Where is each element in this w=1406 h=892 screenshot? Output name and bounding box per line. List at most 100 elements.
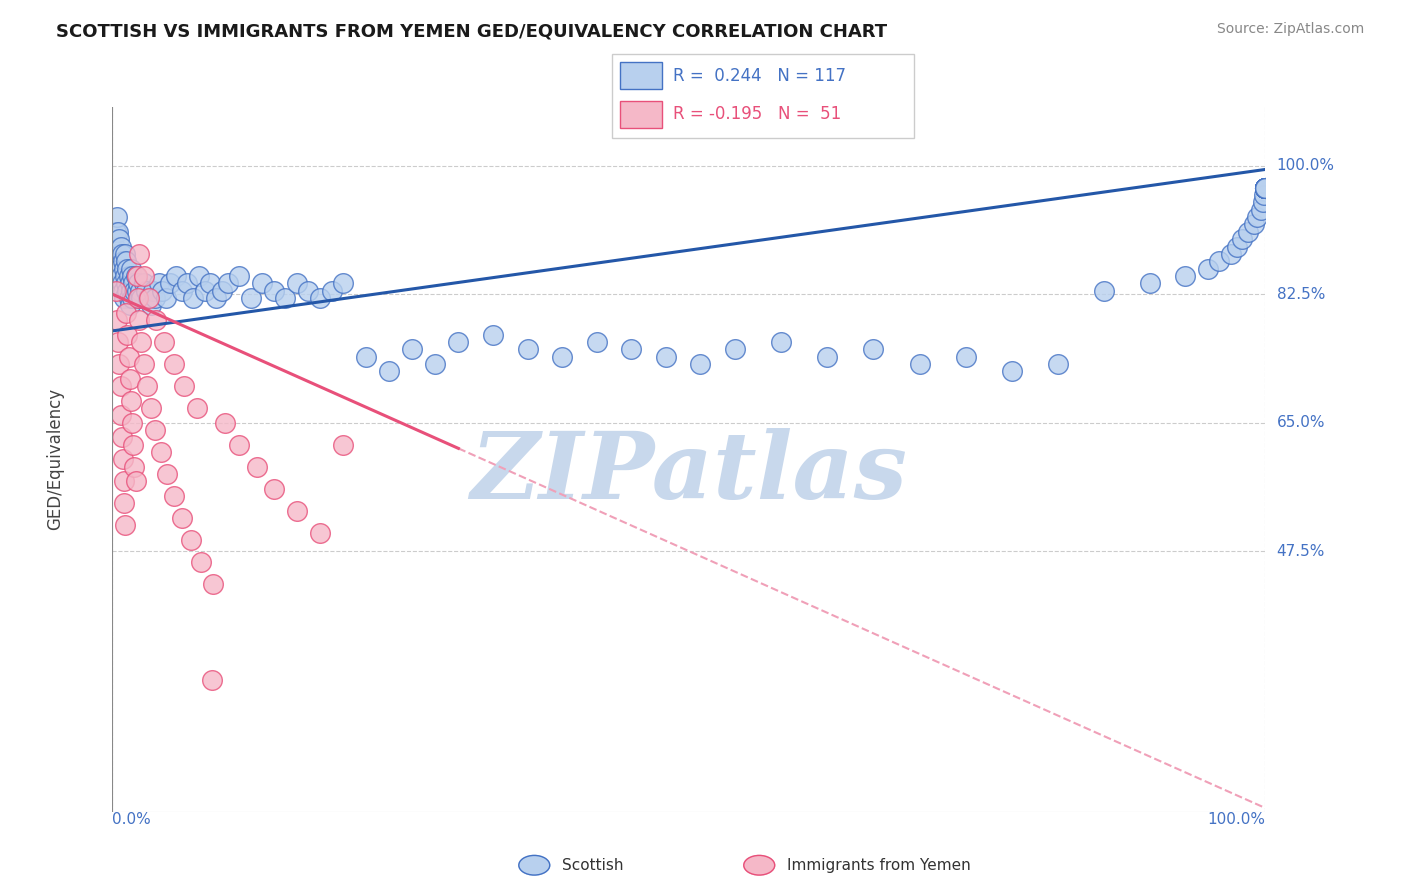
Point (132, 357, 155, 371)
Point (425, 357, 447, 371)
Point (143, 291, 166, 305)
Point (108, 232, 131, 246)
Point (201, 673, 224, 687)
Point (332, 438, 354, 452)
Point (112, 261, 135, 276)
Point (173, 379, 195, 393)
Point (117, 327, 139, 342)
Point (111, 254, 134, 268)
Point (1251, 195, 1274, 210)
Point (211, 284, 233, 298)
Point (1254, 181, 1277, 195)
Point (115, 254, 138, 268)
Point (1232, 232, 1254, 246)
Point (117, 268, 139, 283)
Text: Scottish: Scottish (562, 858, 624, 872)
Point (112, 496, 135, 510)
Point (125, 268, 148, 283)
Point (115, 277, 138, 291)
Point (118, 277, 141, 291)
Point (1254, 181, 1277, 195)
Point (124, 268, 146, 283)
Point (1254, 181, 1277, 195)
Point (132, 268, 155, 283)
Point (181, 291, 204, 305)
Text: 0.0%: 0.0% (112, 812, 152, 827)
Point (1092, 284, 1115, 298)
Point (129, 284, 152, 298)
Point (285, 277, 308, 291)
Point (129, 291, 153, 305)
Point (114, 268, 136, 283)
Point (401, 343, 423, 357)
Point (1226, 239, 1249, 253)
Point (285, 504, 308, 518)
Point (297, 284, 319, 298)
Point (228, 268, 250, 283)
Point (162, 489, 184, 503)
Point (1250, 202, 1272, 217)
Point (1139, 277, 1161, 291)
Point (955, 350, 977, 364)
Point (105, 247, 128, 261)
Point (1254, 181, 1277, 195)
Point (263, 284, 285, 298)
Point (111, 277, 134, 291)
Point (200, 277, 222, 291)
Point (1219, 247, 1241, 261)
Point (135, 284, 157, 298)
Point (107, 225, 129, 239)
Point (1254, 181, 1277, 195)
Text: 82.5%: 82.5% (1277, 286, 1324, 301)
Text: 47.5%: 47.5% (1277, 543, 1324, 558)
Point (190, 555, 212, 569)
Point (252, 277, 274, 291)
Point (689, 357, 711, 371)
Point (1254, 181, 1277, 195)
Point (110, 239, 132, 253)
Point (107, 334, 129, 349)
Point (1254, 181, 1277, 195)
Point (148, 277, 170, 291)
Point (354, 350, 377, 364)
Point (815, 350, 838, 364)
Point (186, 401, 208, 415)
Point (482, 327, 505, 342)
Point (111, 284, 134, 298)
Point (142, 284, 165, 298)
Text: 100.0%: 100.0% (1277, 158, 1334, 173)
Point (150, 284, 173, 298)
Point (138, 291, 160, 305)
Point (165, 268, 187, 283)
Point (214, 416, 236, 430)
Point (180, 533, 202, 548)
Point (108, 357, 131, 371)
Point (125, 284, 148, 298)
Point (239, 291, 262, 305)
Point (139, 401, 162, 415)
Point (120, 261, 142, 276)
Point (124, 284, 146, 298)
Point (118, 371, 141, 385)
Point (862, 343, 884, 357)
Point (136, 291, 159, 305)
Point (117, 261, 139, 276)
Point (114, 518, 136, 533)
Point (136, 379, 159, 393)
Point (1243, 218, 1265, 232)
Point (1254, 181, 1277, 195)
Point (655, 350, 678, 364)
Text: 65.0%: 65.0% (1277, 415, 1324, 430)
Point (105, 210, 128, 224)
Point (309, 525, 332, 540)
Text: GED/Equivalency: GED/Equivalency (46, 388, 63, 531)
Point (127, 277, 149, 291)
Point (1254, 181, 1277, 195)
Point (128, 247, 150, 261)
Text: Immigrants from Yemen: Immigrants from Yemen (787, 858, 972, 872)
Point (132, 277, 155, 291)
Point (107, 254, 129, 268)
Point (122, 277, 145, 291)
Point (263, 482, 285, 496)
Point (194, 284, 217, 298)
